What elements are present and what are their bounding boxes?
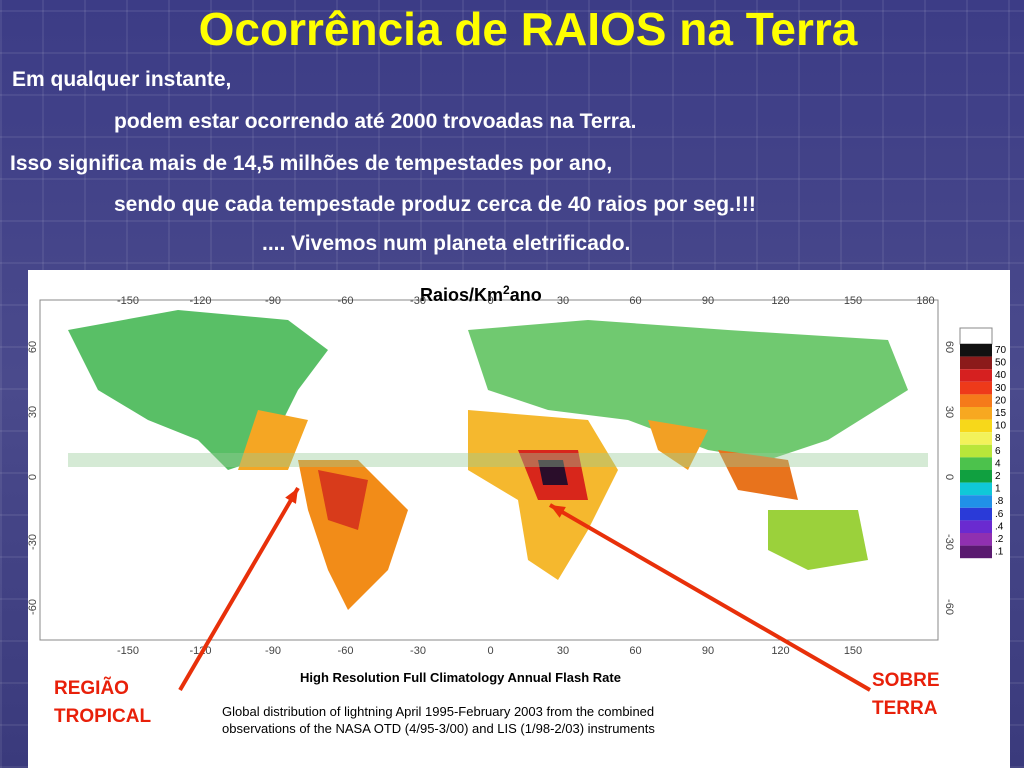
colorbar-label: 50 <box>995 358 1007 369</box>
colorbar-swatch <box>960 520 992 533</box>
caption-line: observations of the NASA OTD (4/95-3/00)… <box>222 721 655 736</box>
colorbar-label: 70 <box>995 345 1007 356</box>
colorbar-label: 6 <box>995 446 1001 457</box>
lon-tick-label: 180 <box>916 295 934 307</box>
colorbar-swatch <box>960 545 992 559</box>
colorbar-swatch <box>960 369 992 382</box>
lat-tick-label: 0 <box>943 474 955 480</box>
text-line: .... Vivemos num planeta eletrificado. <box>262 232 631 255</box>
lon-tick-label: 120 <box>771 645 789 657</box>
slide-title: Ocorrência de RAIOS na Terra <box>198 3 858 55</box>
colorbar-swatch <box>960 507 992 521</box>
unit-label: Raios/Km2ano <box>420 283 542 305</box>
figure-panel: Raios/Km2ano-150-150-120-120-90-90-60-60… <box>27 270 1010 768</box>
colorbar-swatch <box>960 495 992 508</box>
lon-tick-label: 60 <box>629 645 641 657</box>
lon-tick-label: -90 <box>265 645 281 657</box>
lon-tick-label: 90 <box>702 295 714 307</box>
unit-sup: 2 <box>503 283 510 297</box>
lat-tick-label: 60 <box>943 341 955 353</box>
lat-tick-label: -30 <box>943 534 955 550</box>
lon-tick-label: -30 <box>410 645 426 657</box>
colorbar-swatch <box>960 344 992 357</box>
lon-tick-label: -150 <box>117 645 139 657</box>
colorbar-swatch <box>960 533 992 546</box>
colorbar-label: .2 <box>995 534 1004 545</box>
colorbar-swatch <box>960 419 992 433</box>
text-line: podem estar ocorrendo até 2000 trovoadas… <box>114 110 637 133</box>
lon-tick-label: 60 <box>629 295 641 307</box>
lon-tick-label: -60 <box>338 295 354 307</box>
lon-tick-label: -60 <box>338 645 354 657</box>
lon-tick-label: -120 <box>189 295 211 307</box>
annotation: REGIÃO <box>54 677 129 699</box>
colorbar-label: .8 <box>995 496 1004 507</box>
caption-line: Global distribution of lightning April 1… <box>222 704 654 719</box>
annotation: TROPICAL <box>54 706 152 727</box>
arrow-line <box>548 503 872 692</box>
lon-tick-label: 150 <box>844 645 862 657</box>
caption-title: High Resolution Full Climatology Annual … <box>300 670 621 685</box>
colorbar-swatch <box>960 444 992 458</box>
lat-tick-label: 60 <box>28 341 39 353</box>
lat-tick-label: -60 <box>943 599 955 615</box>
lat-tick-label: 30 <box>28 406 39 418</box>
colorbar-label: 30 <box>995 383 1007 394</box>
figure: Raios/Km2ano-150-150-120-120-90-90-60-60… <box>27 283 1007 736</box>
lat-tick-label: 0 <box>28 474 39 480</box>
map <box>68 310 928 610</box>
arrow-head <box>550 505 566 518</box>
colorbar-label: 1 <box>995 484 1001 495</box>
unit-suffix: ano <box>510 285 542 305</box>
colorbar-top <box>959 327 993 345</box>
lon-tick-label: 150 <box>844 295 862 307</box>
colorbar-label: 8 <box>995 433 1001 444</box>
lat-tick-label: -60 <box>28 599 39 615</box>
unit-text: Raios/Km <box>420 285 503 305</box>
lon-tick-label: -90 <box>265 295 281 307</box>
colorbar-label: 2 <box>995 471 1001 482</box>
lon-tick-label: 0 <box>487 295 493 307</box>
colorbar-swatch <box>960 394 992 407</box>
colorbar-label: 15 <box>995 408 1007 419</box>
colorbar-swatch <box>960 356 992 370</box>
annotation: TERRA <box>872 698 938 719</box>
lon-tick-label: 90 <box>702 645 714 657</box>
colorbar-label: .4 <box>995 521 1004 532</box>
text-line: Em qualquer instante, <box>12 68 232 91</box>
text-line: Isso significa mais de 14,5 milhões de t… <box>10 152 613 175</box>
colorbar-swatch <box>960 470 992 483</box>
colorbar-swatch <box>960 457 992 470</box>
colorbar-label: 40 <box>995 370 1007 381</box>
lat-tick-label: -30 <box>28 534 39 550</box>
colorbar-swatch <box>960 407 992 420</box>
colorbar-label: 20 <box>995 395 1007 406</box>
lon-tick-label: -150 <box>117 295 139 307</box>
arrow-line <box>178 486 300 692</box>
annotation: SOBRE <box>872 670 940 691</box>
colorbar-label: 4 <box>995 458 1001 469</box>
lon-tick-label: 120 <box>771 295 789 307</box>
text-line: sendo que cada tempestade produz cerca d… <box>114 193 756 216</box>
colorbar-label: .6 <box>995 509 1004 520</box>
colorbar-label: 10 <box>995 421 1007 432</box>
colorbar-swatch <box>960 381 992 395</box>
colorbar-swatch <box>960 432 992 445</box>
colorbar-label: .1 <box>995 547 1004 558</box>
lon-tick-label: 30 <box>557 295 569 307</box>
lon-tick-label: 30 <box>557 645 569 657</box>
arrow-head <box>285 488 298 504</box>
lat-tick-label: 30 <box>943 406 955 418</box>
lon-tick-label: 0 <box>487 645 493 657</box>
lon-tick-label: -30 <box>410 295 426 307</box>
colorbar-swatch <box>960 482 992 496</box>
